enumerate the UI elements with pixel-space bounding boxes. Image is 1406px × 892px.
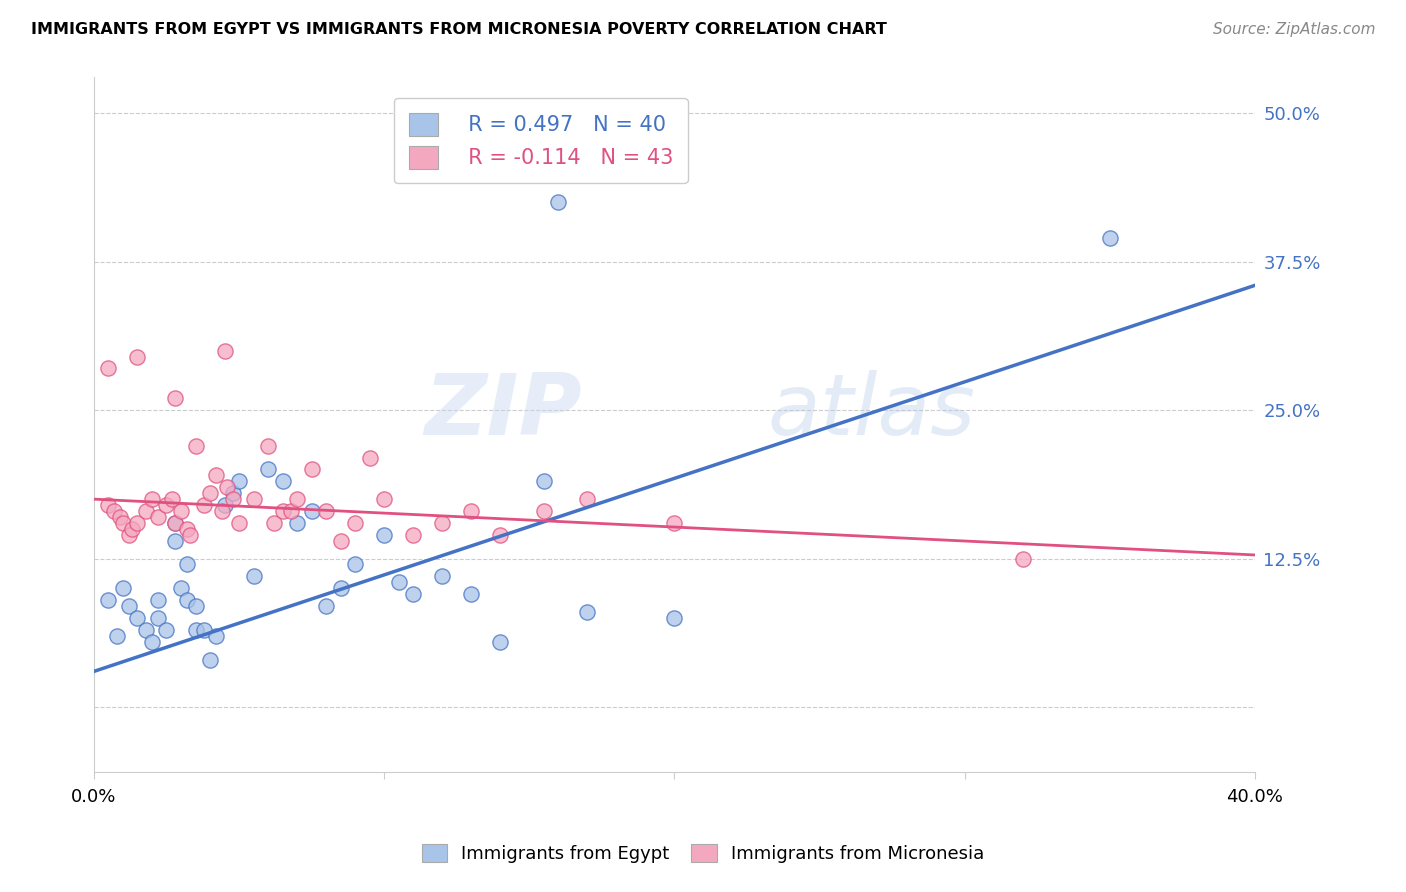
Point xyxy=(664,516,686,530)
Point xyxy=(301,504,323,518)
Point xyxy=(184,599,207,613)
Point xyxy=(271,504,294,518)
Text: ZIP: ZIP xyxy=(425,369,582,452)
Point xyxy=(205,629,228,643)
Point xyxy=(280,504,302,518)
Point xyxy=(489,528,512,542)
Point xyxy=(242,569,264,583)
Point xyxy=(193,498,215,512)
Point xyxy=(118,528,141,542)
Point xyxy=(127,516,149,530)
Point xyxy=(155,498,177,512)
Point xyxy=(373,492,395,507)
Point xyxy=(373,528,395,542)
Point xyxy=(547,195,569,210)
Point xyxy=(162,492,184,507)
Point xyxy=(576,492,599,507)
Point xyxy=(170,581,193,595)
Point xyxy=(198,486,221,500)
Point xyxy=(228,475,250,489)
Point xyxy=(155,623,177,637)
Point xyxy=(533,504,555,518)
Point xyxy=(222,492,245,507)
Point xyxy=(1098,231,1121,245)
Point xyxy=(141,634,163,648)
Point xyxy=(198,652,221,666)
Point xyxy=(97,498,120,512)
Point xyxy=(664,611,686,625)
Point xyxy=(402,528,425,542)
Point xyxy=(146,510,169,524)
Point xyxy=(460,504,482,518)
Legend:   R = 0.497   N = 40,   R = -0.114   N = 43: R = 0.497 N = 40, R = -0.114 N = 43 xyxy=(394,98,688,183)
Point xyxy=(170,504,193,518)
Point xyxy=(329,581,352,595)
Point xyxy=(146,593,169,607)
Point xyxy=(214,498,236,512)
Text: Source: ZipAtlas.com: Source: ZipAtlas.com xyxy=(1212,22,1375,37)
Point xyxy=(184,439,207,453)
Point xyxy=(533,475,555,489)
Point xyxy=(271,475,294,489)
Point xyxy=(1011,551,1033,566)
Point xyxy=(103,504,125,518)
Text: IMMIGRANTS FROM EGYPT VS IMMIGRANTS FROM MICRONESIA POVERTY CORRELATION CHART: IMMIGRANTS FROM EGYPT VS IMMIGRANTS FROM… xyxy=(31,22,887,37)
Point xyxy=(176,593,198,607)
Point xyxy=(111,581,134,595)
Point xyxy=(257,439,280,453)
Point xyxy=(388,575,411,590)
Point xyxy=(432,516,454,530)
Point xyxy=(176,558,198,572)
Point xyxy=(263,516,285,530)
Point xyxy=(179,528,201,542)
Point xyxy=(111,516,134,530)
Point xyxy=(205,468,228,483)
Point xyxy=(222,486,245,500)
Point xyxy=(127,611,149,625)
Point xyxy=(460,587,482,601)
Point xyxy=(217,480,239,494)
Text: atlas: atlas xyxy=(768,369,976,452)
Point xyxy=(344,516,367,530)
Point xyxy=(285,492,308,507)
Point xyxy=(165,516,187,530)
Point xyxy=(489,634,512,648)
Point xyxy=(228,516,250,530)
Point xyxy=(118,599,141,613)
Point xyxy=(329,533,352,548)
Point xyxy=(135,623,157,637)
Point xyxy=(359,450,381,465)
Point xyxy=(135,504,157,518)
Point xyxy=(127,350,149,364)
Point xyxy=(165,391,187,405)
Point xyxy=(432,569,454,583)
Point xyxy=(214,343,236,358)
Point xyxy=(121,522,143,536)
Point xyxy=(184,623,207,637)
Point xyxy=(165,516,187,530)
Point xyxy=(301,462,323,476)
Point xyxy=(242,492,264,507)
Point xyxy=(315,599,337,613)
Point xyxy=(402,587,425,601)
Point xyxy=(193,623,215,637)
Point xyxy=(315,504,337,518)
Point xyxy=(211,504,233,518)
Point xyxy=(105,629,128,643)
Point xyxy=(344,558,367,572)
Point xyxy=(257,462,280,476)
Point xyxy=(176,522,198,536)
Point xyxy=(141,492,163,507)
Point xyxy=(97,593,120,607)
Point xyxy=(285,516,308,530)
Point xyxy=(108,510,131,524)
Point xyxy=(576,605,599,619)
Point xyxy=(97,361,120,376)
Point xyxy=(165,533,187,548)
Legend: Immigrants from Egypt, Immigrants from Micronesia: Immigrants from Egypt, Immigrants from M… xyxy=(413,835,993,872)
Point xyxy=(146,611,169,625)
